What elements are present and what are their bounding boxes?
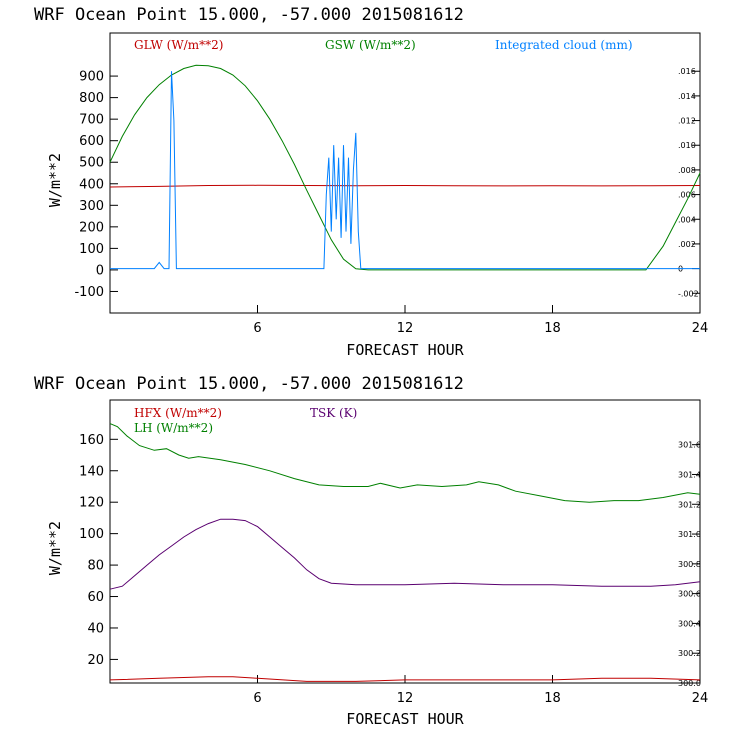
chart-2-ytick-label: 100 <box>79 527 104 542</box>
chart-2-xtick-label: 12 <box>397 691 414 706</box>
chart-2-ticks: 6 12 18 24 20 40 60 80 100 120 140 160 300.0 300.2 300… <box>79 433 708 706</box>
chart-1-ytick-label: 0 <box>96 263 104 278</box>
chart-1-series-glw <box>109 184 701 188</box>
chart-2-y2tick-label: 301.0 <box>678 530 701 539</box>
chart-1-ticks: 6 12 18 24 -100 0 100 200 300 400 500 600 700 800 900 -… <box>74 67 708 336</box>
chart-2-legend-tsk: TSK (K) <box>310 406 357 420</box>
chart-1-y2tick-label: .002 <box>678 240 696 249</box>
chart-1-y2tick-label: -.002 <box>678 289 699 298</box>
chart-1-y2tick-label: .012 <box>678 117 696 126</box>
panel-1: WRF Ocean Point 15.000, -57.000 20150816… <box>34 5 708 359</box>
chart-1-ytick-label: 600 <box>79 134 104 149</box>
chart-1-ytick-label: 700 <box>79 113 104 128</box>
chart-1-ytick-label: 100 <box>79 242 104 257</box>
chart-1-y2tick-label: .014 <box>678 92 696 101</box>
chart-1-series-integrated <box>110 71 700 270</box>
chart-1-legend-glw: GLW (W/m**2) <box>134 38 223 52</box>
chart-2-xtick-label: 24 <box>692 691 709 706</box>
chart-2-ytick-label: 80 <box>87 559 104 574</box>
chart-1-ylabel: W/m**2 <box>46 153 64 207</box>
chart-2-title: WRF Ocean Point 15.000, -57.000 20150816… <box>34 374 464 394</box>
chart-1-ytick-label: 800 <box>79 91 104 106</box>
chart-1-ytick-label: 400 <box>79 177 104 192</box>
chart-2-ylabel: W/m**2 <box>46 521 64 575</box>
chart-2-series-lh <box>109 423 701 503</box>
chart-2-ytick-label: 60 <box>87 590 104 605</box>
chart-2-series-hfx <box>109 676 701 682</box>
chart-2-y2tick-label: 301.4 <box>678 470 701 479</box>
chart-1-ytick-label: -100 <box>74 285 104 300</box>
chart-1-xtick-label: 24 <box>692 321 709 336</box>
chart-1-y2tick-label: .004 <box>678 215 696 224</box>
chart-2-xtick-label: 6 <box>253 691 261 706</box>
chart-1-y2tick-label: .008 <box>678 166 696 175</box>
chart-1-y2tick-label: .010 <box>678 141 696 150</box>
chart-1-xtick-label: 6 <box>253 321 261 336</box>
chart-2-frame <box>109 399 701 684</box>
chart-2-series-tsk <box>109 518 701 590</box>
chart-2-xlabel: FORECAST HOUR <box>346 710 464 728</box>
panel-2: WRF Ocean Point 15.000, -57.000 20150816… <box>34 374 708 728</box>
chart-1-title: WRF Ocean Point 15.000, -57.000 20150816… <box>34 5 464 25</box>
chart-1-xtick-label: 18 <box>544 321 561 336</box>
chart-2-ytick-label: 140 <box>79 464 104 479</box>
chart-2-y2tick-label: 301.2 <box>678 500 701 509</box>
chart-1-ytick-label: 500 <box>79 156 104 171</box>
chart-1-ytick-label: 900 <box>79 70 104 85</box>
chart-2-ytick-label: 120 <box>79 496 104 511</box>
chart-1-xtick-label: 12 <box>397 321 414 336</box>
chart-2-ytick-label: 20 <box>87 653 104 668</box>
chart-2-y2tick-label: 300.0 <box>678 679 701 688</box>
chart-1-series-gsw <box>109 64 701 271</box>
chart-2-ytick-label: 160 <box>79 433 104 448</box>
chart-2-legend-hfx: HFX (W/m**2) <box>134 406 222 420</box>
chart-2-y2tick-label: 300.8 <box>678 560 701 569</box>
chart-1-ytick-label: 200 <box>79 220 104 235</box>
chart-1-legend-gsw: GSW (W/m**2) <box>325 38 416 52</box>
chart-1-legend-cloud: Integrated cloud (mm) <box>495 38 633 52</box>
chart-2-y2tick-label: 300.4 <box>678 619 701 628</box>
chart-1-xlabel: FORECAST HOUR <box>346 341 464 359</box>
chart-1-y2tick-label: .016 <box>678 67 696 76</box>
chart-1-series <box>109 64 701 271</box>
chart-2-legend-lh: LH (W/m**2) <box>134 421 213 435</box>
chart-2-xtick-label: 18 <box>544 691 561 706</box>
chart-2-y2tick-label: 301.6 <box>678 441 701 450</box>
chart-1-y2tick-label: .006 <box>678 191 696 200</box>
chart-1-frame <box>109 32 701 314</box>
chart-1-ytick-label: 300 <box>79 199 104 214</box>
chart-2-ytick-label: 40 <box>87 621 104 636</box>
chart-2-y2tick-label: 300.2 <box>678 649 701 658</box>
chart-2-y2tick-label: 300.6 <box>678 590 701 599</box>
chart-2-series <box>109 423 701 682</box>
